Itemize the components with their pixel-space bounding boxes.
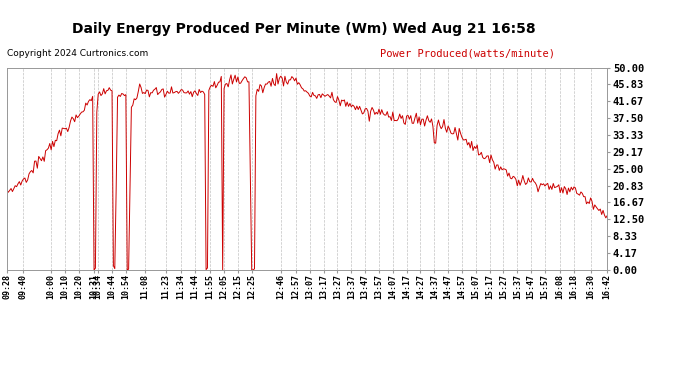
Text: Power Produced(watts/minute): Power Produced(watts/minute) bbox=[380, 49, 555, 59]
Text: Copyright 2024 Curtronics.com: Copyright 2024 Curtronics.com bbox=[7, 49, 148, 58]
Text: Daily Energy Produced Per Minute (Wm) Wed Aug 21 16:58: Daily Energy Produced Per Minute (Wm) We… bbox=[72, 22, 535, 36]
